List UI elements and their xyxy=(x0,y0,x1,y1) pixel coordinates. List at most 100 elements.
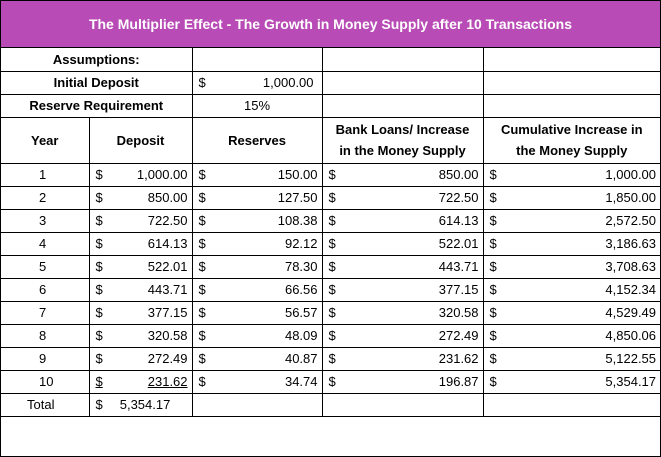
cumulative-value: 4,152.34 xyxy=(605,282,657,297)
cumulative-cell[interactable]: $5,122.55 xyxy=(482,346,661,371)
header-deposit[interactable]: Deposit xyxy=(88,116,193,164)
cumulative-cell[interactable]: $4,152.34 xyxy=(482,277,661,302)
currency-symbol: $ xyxy=(328,282,336,297)
assumptions-row: Assumptions: xyxy=(1,48,661,72)
reserves-cell[interactable]: $127.50 xyxy=(191,185,323,210)
cumulative-value: 5,354.17 xyxy=(605,374,657,389)
total-deposit-cell[interactable]: $5,354.17 xyxy=(88,392,193,417)
cumulative-cell[interactable]: $3,708.63 xyxy=(482,254,661,279)
reserves-cell[interactable]: $48.09 xyxy=(191,323,323,348)
reserves-cell[interactable]: $108.38 xyxy=(191,208,323,233)
cumulative-cell[interactable]: $4,529.49 xyxy=(482,300,661,325)
deposit-value: 377.15 xyxy=(147,305,188,320)
loans-cell[interactable]: $272.49 xyxy=(321,323,484,348)
cumulative-cell[interactable]: $1,000.00 xyxy=(482,162,661,187)
loans-cell[interactable]: $377.15 xyxy=(321,277,484,302)
year-cell[interactable]: 2 xyxy=(1,185,90,210)
currency-symbol: $ xyxy=(328,190,336,205)
loans-cell[interactable]: $614.13 xyxy=(321,208,484,233)
currency-symbol: $ xyxy=(328,167,336,182)
loans-cell[interactable]: $443.71 xyxy=(321,254,484,279)
header-reserves[interactable]: Reserves xyxy=(191,116,323,164)
deposit-value: 231.62 xyxy=(147,374,188,389)
reserves-cell[interactable]: $150.00 xyxy=(191,162,323,187)
loans-cell[interactable]: $196.87 xyxy=(321,369,484,394)
header-row: Year Deposit Reserves Bank Loans/ Increa… xyxy=(1,116,661,164)
cumulative-cell[interactable]: $5,354.17 xyxy=(482,369,661,394)
currency-symbol: $ xyxy=(489,167,497,182)
reserves-value: 66.56 xyxy=(284,282,318,297)
cumulative-cell[interactable]: $3,186.63 xyxy=(482,231,661,256)
currency-symbol: $ xyxy=(328,374,336,389)
currency-symbol: $ xyxy=(489,328,497,343)
year-cell[interactable]: 8 xyxy=(1,323,90,348)
deposit-cell[interactable]: $522.01 xyxy=(88,254,193,279)
loans-cell[interactable]: $231.62 xyxy=(321,346,484,371)
cumulative-cell[interactable]: $2,572.50 xyxy=(482,208,661,233)
loans-cell[interactable]: $722.50 xyxy=(321,185,484,210)
currency-symbol: $ xyxy=(198,167,206,182)
reserves-cell[interactable]: $40.87 xyxy=(191,346,323,371)
year-cell[interactable]: 5 xyxy=(1,254,90,279)
loans-value: 522.01 xyxy=(438,236,479,251)
cumulative-cell[interactable]: $4,850.06 xyxy=(482,323,661,348)
deposit-cell[interactable]: $272.49 xyxy=(88,346,193,371)
reserves-cell[interactable]: $92.12 xyxy=(191,231,323,256)
assumptions-heading[interactable]: Assumptions: xyxy=(1,48,193,72)
deposit-cell[interactable]: $1,000.00 xyxy=(88,162,193,187)
reserve-requirement-label[interactable]: Reserve Requirement xyxy=(1,93,193,118)
deposit-cell[interactable]: $320.58 xyxy=(88,323,193,348)
year-cell[interactable]: 1 xyxy=(1,162,90,187)
year-cell[interactable]: 10 xyxy=(1,369,90,394)
currency-symbol: $ xyxy=(198,351,206,366)
year-cell[interactable]: 9 xyxy=(1,346,90,371)
loans-value: 196.87 xyxy=(438,374,479,389)
header-year[interactable]: Year xyxy=(1,116,90,164)
deposit-cell[interactable]: $443.71 xyxy=(88,277,193,302)
loans-cell[interactable]: $522.01 xyxy=(321,231,484,256)
reserves-value: 108.38 xyxy=(277,213,318,228)
header-cumulative[interactable]: Cumulative Increase in the Money Supply xyxy=(482,116,661,164)
reserves-value: 92.12 xyxy=(284,236,318,251)
header-loans[interactable]: Bank Loans/ Increase in the Money Supply xyxy=(321,116,484,164)
deposit-cell[interactable]: $377.15 xyxy=(88,300,193,325)
currency-symbol: $ xyxy=(198,213,206,228)
deposit-cell[interactable]: $850.00 xyxy=(88,185,193,210)
table-row: 7 $377.15 $56.57 $320.58 $4,529.49 xyxy=(1,300,661,325)
initial-deposit-label[interactable]: Initial Deposit xyxy=(1,70,193,95)
year-cell[interactable]: 7 xyxy=(1,300,90,325)
reserves-cell[interactable]: $34.74 xyxy=(191,369,323,394)
loans-cell[interactable]: $850.00 xyxy=(321,162,484,187)
deposit-value: 850.00 xyxy=(147,190,188,205)
currency-symbol: $ xyxy=(95,351,103,366)
reserves-cell[interactable]: $78.30 xyxy=(191,254,323,279)
reserve-requirement-value[interactable]: 15% xyxy=(191,93,323,118)
total-deposit-value: 5,354.17 xyxy=(119,397,171,412)
loans-value: 850.00 xyxy=(438,167,479,182)
currency-symbol: $ xyxy=(198,328,206,343)
deposit-value: 272.49 xyxy=(147,351,188,366)
currency-symbol: $ xyxy=(328,213,336,228)
currency-symbol: $ xyxy=(95,236,103,251)
total-label[interactable]: Total xyxy=(1,392,90,417)
currency-symbol: $ xyxy=(95,282,103,297)
currency-symbol: $ xyxy=(95,213,103,228)
deposit-cell[interactable]: $722.50 xyxy=(88,208,193,233)
reserves-cell[interactable]: $56.57 xyxy=(191,300,323,325)
cumulative-cell[interactable]: $1,850.00 xyxy=(482,185,661,210)
header-loans-line2: in the Money Supply xyxy=(339,143,466,158)
header-cumulative-line1: Cumulative Increase in xyxy=(500,122,643,137)
deposit-value: 320.58 xyxy=(147,328,188,343)
year-cell[interactable]: 6 xyxy=(1,277,90,302)
deposit-cell[interactable]: $614.13 xyxy=(88,231,193,256)
year-cell[interactable]: 4 xyxy=(1,231,90,256)
loans-cell[interactable]: $320.58 xyxy=(321,300,484,325)
deposit-cell[interactable]: $231.62 xyxy=(88,369,193,394)
reserves-value: 34.74 xyxy=(284,374,318,389)
reserves-cell[interactable]: $66.56 xyxy=(191,277,323,302)
year-cell[interactable]: 3 xyxy=(1,208,90,233)
initial-deposit-cell[interactable]: $ 1,000.00 xyxy=(191,70,323,95)
currency-symbol: $ xyxy=(95,305,103,320)
cumulative-value: 1,000.00 xyxy=(605,167,657,182)
